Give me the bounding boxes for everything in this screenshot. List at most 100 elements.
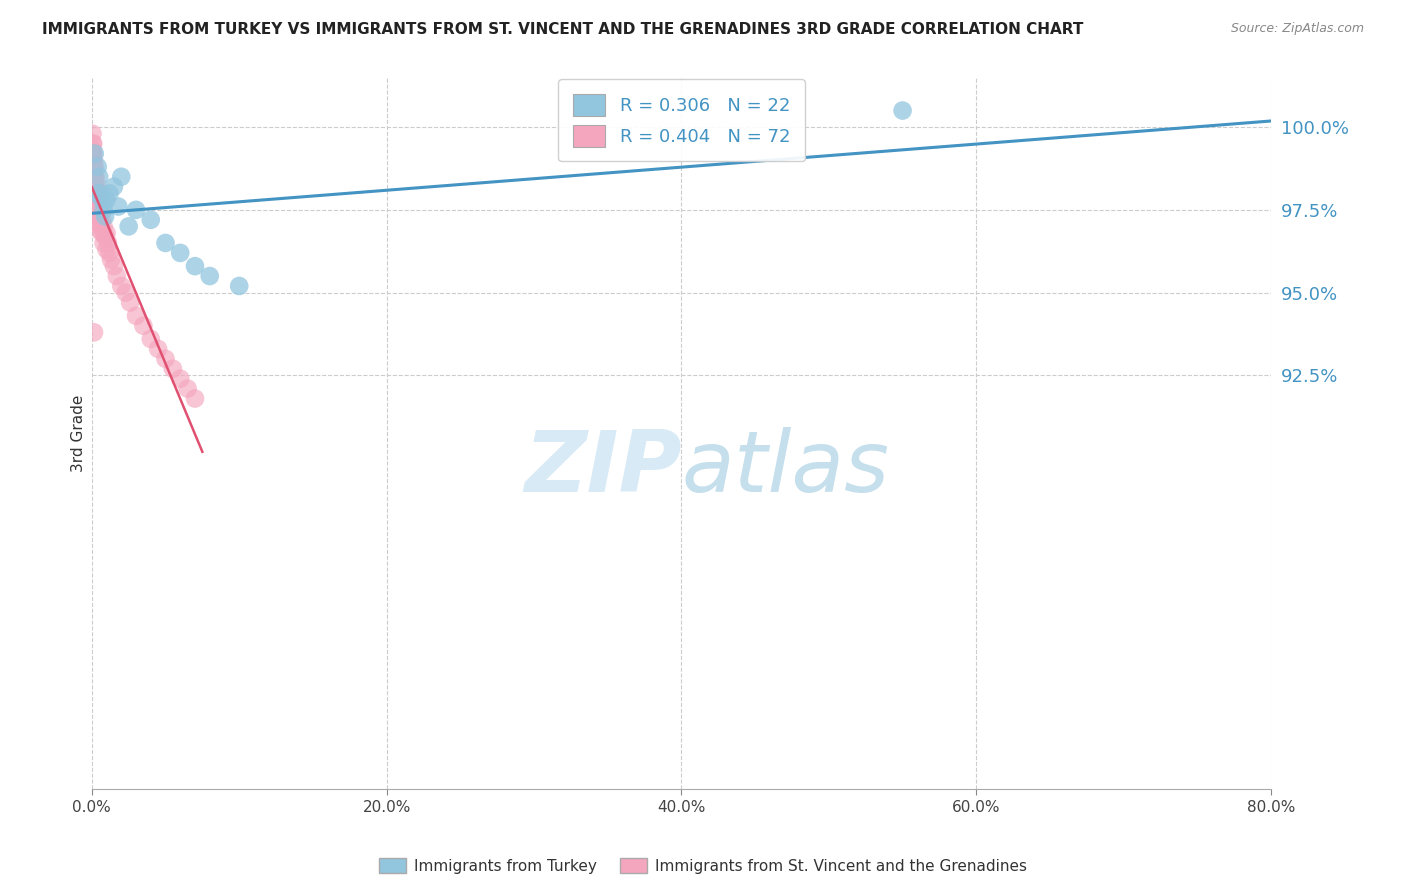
Point: [100, 252, 122, 267]
Point: [176, 382, 198, 396]
Point: [184, 392, 207, 406]
Point: [82, 186, 104, 201]
Point: [82, 193, 104, 207]
Point: [169, 372, 191, 386]
Point: [82, 169, 104, 184]
Point: [86, 160, 108, 174]
Point: [125, 202, 148, 217]
Point: [139, 332, 162, 346]
Point: [90, 186, 112, 201]
Point: [82, 160, 104, 174]
Point: [83, 193, 105, 207]
Point: [97, 235, 120, 250]
Point: [96, 193, 118, 207]
Point: [125, 309, 148, 323]
Point: [93, 202, 115, 217]
Point: [94, 229, 117, 244]
Point: [91, 212, 114, 227]
Point: [139, 212, 162, 227]
Point: [82, 163, 104, 178]
Point: [82, 146, 104, 161]
Point: [82, 166, 104, 180]
Point: [114, 285, 136, 300]
Point: [110, 169, 132, 184]
Point: [96, 243, 118, 257]
Point: [146, 342, 169, 356]
Point: [103, 179, 125, 194]
Point: [89, 210, 111, 224]
Point: [83, 160, 105, 174]
Point: [89, 223, 111, 237]
Point: [155, 235, 177, 250]
Point: [228, 279, 250, 293]
Point: [107, 200, 129, 214]
Text: ZIP: ZIP: [524, 427, 682, 510]
Text: IMMIGRANTS FROM TURKEY VS IMMIGRANTS FROM ST. VINCENT AND THE GRENADINES 3RD GRA: IMMIGRANTS FROM TURKEY VS IMMIGRANTS FRO…: [42, 22, 1084, 37]
Point: [83, 183, 105, 197]
Point: [117, 219, 139, 234]
Point: [93, 235, 115, 250]
Point: [105, 268, 128, 283]
Point: [90, 219, 112, 234]
Point: [86, 183, 108, 197]
Point: [86, 189, 108, 203]
Point: [120, 295, 142, 310]
Point: [82, 153, 104, 168]
Point: [82, 153, 104, 168]
Point: [84, 186, 107, 201]
Point: [103, 259, 125, 273]
Point: [83, 163, 105, 178]
Point: [83, 146, 105, 161]
Point: [98, 246, 121, 260]
Point: [93, 219, 115, 234]
Point: [83, 173, 105, 187]
Point: [82, 179, 104, 194]
Point: [94, 210, 117, 224]
Point: [82, 206, 104, 220]
Point: [83, 169, 105, 184]
Point: [98, 186, 121, 201]
Point: [82, 146, 104, 161]
Point: [169, 246, 191, 260]
Point: [84, 210, 107, 224]
Point: [84, 177, 107, 191]
Point: [82, 136, 104, 151]
Point: [89, 196, 111, 211]
Point: [86, 202, 108, 217]
Point: [84, 193, 107, 207]
Point: [110, 279, 132, 293]
Point: [82, 196, 104, 211]
Point: [84, 179, 107, 194]
Point: [91, 226, 114, 240]
Point: [82, 127, 104, 141]
Point: [184, 259, 207, 273]
Point: [132, 318, 155, 333]
Point: [155, 351, 177, 366]
Point: [83, 206, 105, 220]
Legend: R = 0.306   N = 22, R = 0.404   N = 72: R = 0.306 N = 22, R = 0.404 N = 72: [558, 79, 804, 161]
Point: [86, 216, 108, 230]
Point: [83, 153, 105, 168]
Point: [82, 143, 104, 157]
Point: [96, 226, 118, 240]
Text: atlas: atlas: [682, 427, 890, 510]
Point: [83, 326, 105, 340]
Point: [198, 268, 221, 283]
Point: [82, 156, 104, 170]
Point: [82, 183, 104, 197]
Point: [82, 177, 104, 191]
Point: [91, 193, 114, 207]
Point: [86, 196, 108, 211]
Y-axis label: 3rd Grade: 3rd Grade: [72, 394, 86, 472]
Point: [891, 103, 914, 118]
Legend: Immigrants from Turkey, Immigrants from St. Vincent and the Grenadines: Immigrants from Turkey, Immigrants from …: [373, 852, 1033, 880]
Point: [84, 169, 107, 184]
Point: [82, 173, 104, 187]
Point: [82, 136, 104, 151]
Point: [89, 169, 111, 184]
Point: [90, 206, 112, 220]
Point: [84, 186, 107, 201]
Text: Source: ZipAtlas.com: Source: ZipAtlas.com: [1230, 22, 1364, 36]
Point: [83, 186, 105, 201]
Point: [162, 361, 184, 376]
